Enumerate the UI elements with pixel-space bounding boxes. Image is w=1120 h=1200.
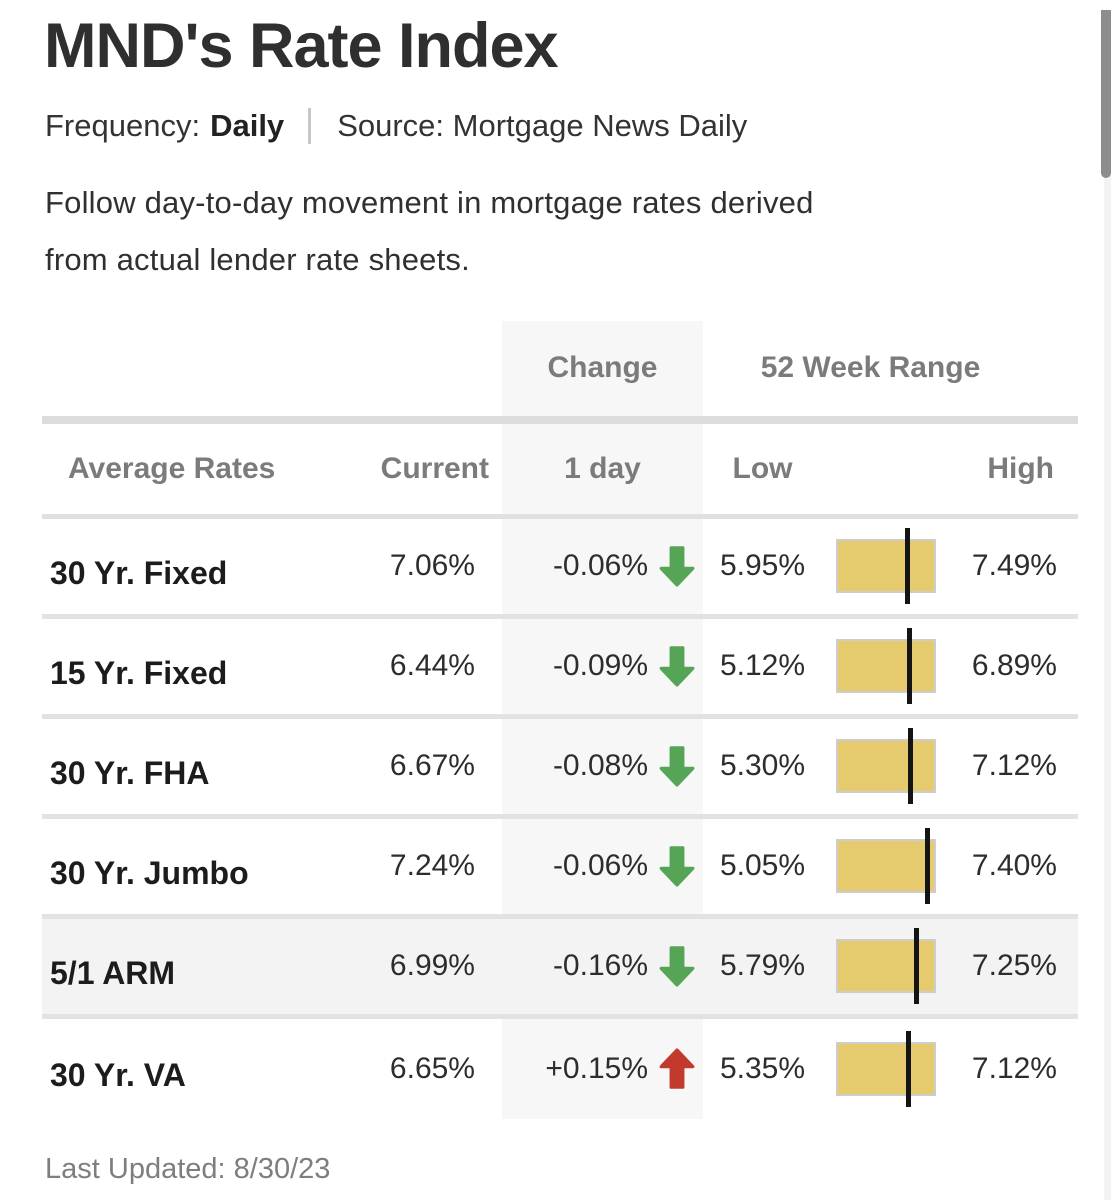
- range-bar: [836, 1030, 936, 1107]
- rates-table: Change 52 Week Range Average Rates Curre…: [42, 320, 1078, 1119]
- current-rate-marker: [907, 628, 913, 705]
- change-value: -0.16%: [552, 949, 648, 983]
- range-bar-cell: [822, 928, 950, 1005]
- range-bar-cell: [822, 728, 950, 805]
- change-cell: -0.16%: [502, 945, 703, 987]
- current-rate-value: 6.67%: [389, 749, 475, 783]
- change-value: -0.06%: [552, 549, 648, 583]
- source-text: Source: Mortgage News Daily: [337, 108, 748, 143]
- range-bar: [836, 628, 936, 705]
- range-low-value: 5.12%: [719, 649, 806, 683]
- range-low-value: 5.30%: [719, 749, 806, 783]
- row-label: 30 Yr. FHA: [50, 754, 210, 791]
- column-header-1-day: 1 day: [564, 451, 641, 485]
- range-high-value: 6.89%: [971, 649, 1057, 683]
- range-bar-cell: [822, 528, 950, 605]
- column-header-average-rates: Average Rates: [68, 451, 276, 485]
- group-header-row: Change 52 Week Range: [42, 321, 1078, 416]
- column-header-row: Average Rates Current 1 day Low High: [42, 424, 1078, 514]
- range-high-value: 7.40%: [971, 849, 1057, 883]
- range-low-value: 5.79%: [719, 949, 806, 983]
- change-value: +0.15%: [545, 1051, 648, 1085]
- current-rate-value: 6.65%: [389, 1051, 475, 1085]
- scrollbar-track[interactable]: [1104, 10, 1111, 1200]
- table-row: 15 Yr. Fixed 6.44% -0.09% 5.12% 6.89%: [42, 619, 1078, 719]
- current-rate-marker: [906, 1030, 911, 1107]
- last-updated-text: Last Updated: 8/30/23: [45, 1152, 331, 1185]
- description-text: Follow day-to-day movement in mortgage r…: [45, 185, 814, 278]
- table-row: 5/1 ARM 6.99% -0.16% 5.79% 7.25%: [42, 918, 1078, 1019]
- current-rate-marker: [925, 828, 930, 905]
- range-low-value: 5.35%: [719, 1051, 806, 1085]
- change-cell: -0.08%: [502, 745, 703, 787]
- current-rate-marker: [907, 728, 913, 805]
- row-label: 15 Yr. Fixed: [50, 654, 228, 691]
- column-header-low: Low: [732, 451, 793, 485]
- current-rate-marker: [914, 928, 920, 1005]
- range-bar-cell: [822, 628, 950, 705]
- down-arrow-icon: [658, 845, 696, 887]
- table-row: 30 Yr. Jumbo 7.24% -0.06% 5.05% 7.40%: [42, 819, 1078, 919]
- vertical-divider: [308, 108, 312, 144]
- range-bar: [836, 928, 936, 1005]
- range-high-value: 7.12%: [971, 1051, 1057, 1085]
- change-cell: +0.15%: [502, 1048, 703, 1090]
- row-label: 5/1 ARM: [50, 954, 176, 991]
- page: MND's Rate Index Frequency: Daily Source…: [0, 10, 1120, 1200]
- header-divider-rule: [42, 415, 1078, 424]
- table-row: 30 Yr. VA 6.65% +0.15% 5.35% 7.12%: [42, 1019, 1078, 1119]
- current-rate-value: 7.24%: [389, 849, 475, 883]
- down-arrow-icon: [658, 645, 696, 687]
- row-label: 30 Yr. Jumbo: [50, 854, 249, 891]
- change-value: -0.09%: [552, 649, 648, 683]
- change-value: -0.06%: [552, 849, 648, 883]
- down-arrow-icon: [658, 745, 696, 787]
- range-high-value: 7.49%: [971, 549, 1057, 583]
- range-high-value: 7.25%: [971, 949, 1057, 983]
- current-rate-value: 7.06%: [389, 549, 475, 583]
- current-rate-value: 6.99%: [389, 949, 475, 983]
- current-rate-value: 6.44%: [389, 649, 475, 683]
- column-header-high: High: [987, 451, 1054, 485]
- row-label: 30 Yr. Fixed: [50, 554, 228, 591]
- range-high-value: 7.12%: [971, 749, 1057, 783]
- range-bar: [836, 728, 936, 805]
- frequency-label: Frequency:: [45, 108, 201, 143]
- column-header-current: Current: [380, 451, 489, 485]
- range-low-value: 5.05%: [719, 849, 806, 883]
- change-cell: -0.09%: [502, 645, 703, 687]
- table-row: 30 Yr. FHA 6.67% -0.08% 5.30% 7.12%: [42, 719, 1078, 819]
- range-bar-cell: [822, 828, 950, 905]
- change-cell: -0.06%: [502, 545, 703, 587]
- table-row: 30 Yr. Fixed 7.06% -0.06% 5.95% 7.49%: [42, 519, 1078, 619]
- change-cell: -0.06%: [502, 845, 703, 887]
- frequency-value: Daily: [210, 108, 285, 143]
- group-header-change: Change: [547, 351, 658, 385]
- group-header-52-week-range: 52 Week Range: [760, 351, 981, 385]
- range-low-value: 5.95%: [719, 549, 806, 583]
- down-arrow-icon: [658, 945, 696, 987]
- current-rate-marker: [904, 528, 910, 605]
- meta-line: Frequency: Daily Source: Mortgage News D…: [45, 108, 1120, 144]
- range-bar: [836, 828, 936, 905]
- range-bar-cell: [822, 1030, 950, 1107]
- range-bar: [836, 528, 936, 605]
- change-value: -0.08%: [552, 749, 648, 783]
- row-label: 30 Yr. VA: [50, 1057, 186, 1094]
- up-arrow-icon: [658, 1048, 696, 1090]
- page-title: MND's Rate Index: [44, 11, 559, 81]
- table-body: 30 Yr. Fixed 7.06% -0.06% 5.95% 7.49% 15 Yr. …: [42, 519, 1078, 1119]
- column-header-rule: [42, 513, 1078, 519]
- scrollbar-thumb[interactable]: [1101, 10, 1111, 178]
- down-arrow-icon: [658, 545, 696, 587]
